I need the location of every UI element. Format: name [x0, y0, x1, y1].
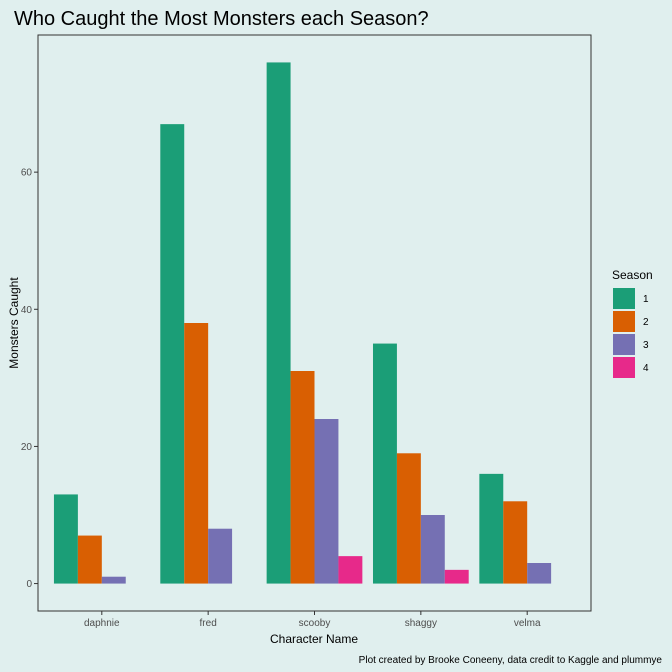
y-tick-label: 0: [26, 579, 32, 590]
x-tick-label-daphnie: daphnie: [84, 618, 120, 629]
x-tick-label-shaggy: shaggy: [405, 618, 437, 629]
bar-scooby-season-3: [314, 419, 339, 584]
bar-daphnie-season-1: [53, 494, 78, 584]
legend-label-season-2: 2: [643, 317, 649, 328]
legend-label-season-4: 4: [643, 363, 649, 374]
x-tick-label-scooby: scooby: [299, 618, 331, 629]
bar-shaggy-season-1: [372, 343, 397, 584]
bar-fred-season-2: [184, 323, 209, 584]
y-axis-label: Monsters Caught: [7, 277, 21, 369]
bar-fred-season-1: [160, 124, 185, 584]
x-axis: daphnie fred scooby shaggy velma: [84, 611, 541, 629]
bar-velma-season-3: [527, 563, 552, 584]
legend-label-season-3: 3: [643, 340, 649, 351]
bar-velma-season-1: [479, 473, 504, 584]
legend: Season 1 2 3 4: [612, 268, 653, 378]
legend-swatch-season-3: [613, 334, 635, 355]
bar-fred-season-3: [208, 528, 233, 584]
bar-velma-season-2: [503, 501, 528, 584]
bar-shaggy-season-3: [420, 515, 445, 584]
legend-label-season-1: 1: [643, 294, 649, 305]
legend-swatch-season-1: [613, 288, 635, 309]
legend-title: Season: [612, 268, 653, 282]
y-axis: 0 20 40 60: [21, 168, 38, 590]
y-tick-label: 60: [21, 168, 33, 179]
caption: Plot created by Brooke Coneeny, data cre…: [359, 655, 663, 666]
y-tick-label: 40: [21, 305, 33, 316]
x-tick-label-velma: velma: [514, 618, 541, 629]
x-tick-label-fred: fred: [200, 618, 217, 629]
bar-shaggy-season-4: [444, 569, 469, 584]
bar-scooby-season-2: [290, 371, 315, 584]
bar-scooby-season-4: [338, 556, 363, 584]
bars: [53, 62, 552, 584]
legend-swatch-season-2: [613, 311, 635, 332]
y-tick-label: 20: [21, 442, 33, 453]
bar-daphnie-season-3: [101, 576, 126, 584]
bar-shaggy-season-2: [396, 453, 421, 584]
x-axis-label: Character Name: [270, 632, 358, 646]
chart-title: Who Caught the Most Monsters each Season…: [14, 8, 429, 30]
bar-daphnie-season-2: [77, 535, 102, 584]
legend-swatch-season-4: [613, 357, 635, 378]
bar-scooby-season-1: [266, 62, 291, 584]
